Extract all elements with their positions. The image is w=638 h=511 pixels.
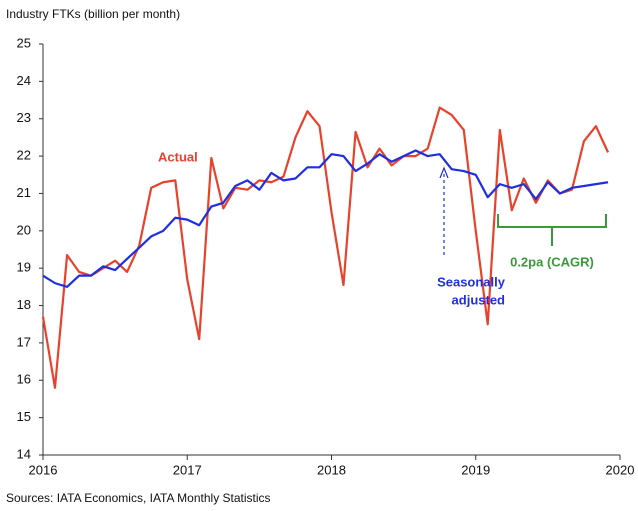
x-tick-label: 2019 [461, 462, 490, 477]
y-tick-label: 21 [17, 185, 31, 200]
x-tick-label: 2018 [317, 462, 346, 477]
y-tick-label: 24 [17, 73, 31, 88]
y-tick-label: 18 [17, 297, 31, 312]
series-line [41, 106, 610, 389]
x-tick-label: 2016 [29, 462, 58, 477]
y-axis-label: Industry FTKs (billion per month) [6, 7, 180, 21]
x-tick-label: 2020 [606, 462, 635, 477]
y-tick-label: 20 [17, 222, 31, 237]
source: Sources: IATA Economics, IATA Monthly St… [6, 491, 271, 505]
y-tick-label: 25 [17, 35, 31, 50]
annotation: adjusted [452, 292, 506, 307]
arrow-head [439, 166, 449, 179]
y-tick-label: 22 [17, 148, 31, 163]
x-tick-label: 2017 [173, 462, 202, 477]
annotation: 0.2pa (CAGR) [510, 254, 594, 269]
y-tick-label: 17 [17, 334, 31, 349]
y-tick-label: 14 [17, 446, 31, 461]
bracket [497, 214, 607, 246]
series-line [42, 149, 609, 288]
annotation: Seasonally [437, 274, 506, 289]
y-tick-label: 19 [17, 260, 31, 275]
annotation: Actual [158, 149, 198, 164]
y-tick-label: 23 [17, 110, 31, 125]
y-tick-label: 16 [17, 372, 31, 387]
y-tick-label: 15 [17, 409, 31, 424]
